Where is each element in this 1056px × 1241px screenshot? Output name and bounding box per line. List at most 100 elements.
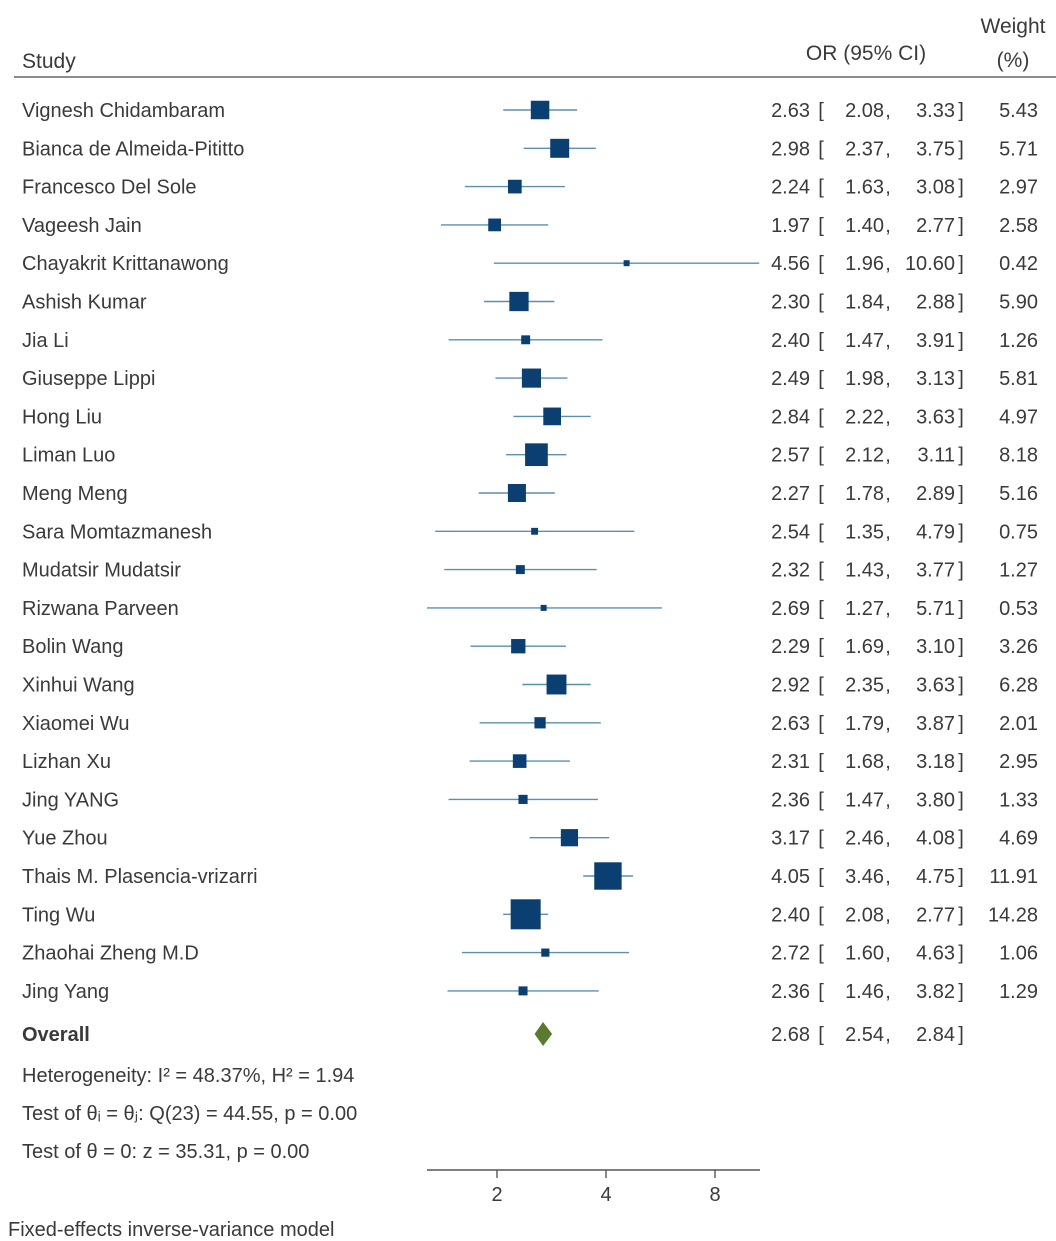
study-name: Giuseppe Lippi <box>22 368 155 390</box>
ci-upper: 3.08 <box>916 177 955 199</box>
ci-open-bracket: [ <box>818 1024 824 1046</box>
study-row: Ashish Kumar 2.30 [1.84, 2.88] 5.90 <box>22 292 1038 314</box>
ci-open-bracket: [ <box>818 177 824 199</box>
or-value: 2.29 <box>771 636 810 658</box>
ci-upper: 4.08 <box>916 828 955 850</box>
weight-value: 1.29 <box>999 981 1038 1003</box>
or-value: 2.54 <box>771 521 810 543</box>
ci-close-bracket: ] <box>958 560 964 582</box>
weight-value: 0.75 <box>999 521 1038 543</box>
study-row: Vageesh Jain 1.97 [1.40, 2.77] 2.58 <box>22 215 1038 237</box>
ci-close-bracket: ] <box>958 100 964 122</box>
study-row: Hong Liu 2.84 [2.22, 3.63] 4.97 <box>22 406 1038 428</box>
effect-marker <box>530 100 550 120</box>
overall-ci-upper: 2.84 <box>916 1024 955 1046</box>
effect-marker <box>507 179 522 194</box>
overall-ci-lower: 2.54 <box>845 1024 884 1046</box>
header-study: Study <box>22 50 76 73</box>
ci-upper: 3.11 <box>918 445 955 467</box>
study-name: Liman Luo <box>22 445 115 467</box>
ci-upper: 3.10 <box>916 636 955 658</box>
ci-comma: , <box>885 598 891 620</box>
effect-marker <box>543 407 561 426</box>
ci-lower: 1.40 <box>845 215 884 237</box>
ci-lower: 1.84 <box>845 292 884 314</box>
ci-close-bracket: ] <box>958 828 964 850</box>
ci-lower: 1.47 <box>845 330 884 352</box>
ci-lower: 1.69 <box>845 636 884 658</box>
weight-value: 11.91 <box>989 866 1038 888</box>
study-row: Bolin Wang 2.29 [1.69, 3.10] 3.26 <box>22 636 1038 658</box>
ci-open-bracket: [ <box>818 904 824 926</box>
or-value: 2.36 <box>771 981 810 1003</box>
ci-comma: , <box>885 177 891 199</box>
effect-marker <box>540 604 547 611</box>
ci-upper: 3.75 <box>916 138 955 160</box>
or-value: 2.92 <box>771 675 810 697</box>
weight-value: 2.01 <box>999 713 1038 735</box>
x-tick-label: 2 <box>491 1184 502 1206</box>
or-value: 2.40 <box>771 330 810 352</box>
ci-open-bracket: [ <box>818 253 824 275</box>
ci-lower: 2.12 <box>845 445 884 467</box>
or-value: 2.69 <box>771 598 810 620</box>
study-row: Meng Meng 2.27 [1.78, 2.89] 5.16 <box>22 483 1038 505</box>
effect-marker <box>531 527 539 535</box>
study-name: Mudatsir Mudatsir <box>22 560 181 582</box>
weight-value: 2.97 <box>999 177 1038 199</box>
ci-lower: 3.46 <box>845 866 884 888</box>
ci-open-bracket: [ <box>818 943 824 965</box>
ci-close-bracket: ] <box>958 866 964 888</box>
overall-row: Overall 2.68 [2.54, 2.84] <box>22 1022 964 1046</box>
ci-close-bracket: ] <box>958 789 964 811</box>
or-value: 2.72 <box>771 943 810 965</box>
ci-comma: , <box>885 215 891 237</box>
study-row: Bianca de Almeida-Pititto 2.98 [2.37, 3.75]… <box>22 138 1038 160</box>
study-row: Sara Momtazmanesh 2.54 [1.35, 4.79] 0.75 <box>22 521 1038 543</box>
weight-value: 0.53 <box>999 598 1038 620</box>
effect-marker <box>512 754 527 768</box>
weight-value: 1.06 <box>999 943 1038 965</box>
ci-open-bracket: [ <box>818 445 824 467</box>
ci-comma: , <box>885 904 891 926</box>
ci-lower: 1.68 <box>845 751 884 773</box>
ci-upper: 3.80 <box>916 789 955 811</box>
study-name: Hong Liu <box>22 406 102 428</box>
ci-open-bracket: [ <box>818 828 824 850</box>
weight-value: 0.42 <box>999 253 1038 275</box>
ci-comma: , <box>885 445 891 467</box>
ci-open-bracket: [ <box>818 751 824 773</box>
effect-marker <box>509 291 529 312</box>
weight-value: 5.71 <box>999 138 1038 160</box>
ci-comma: , <box>885 943 891 965</box>
study-row: Jing YANG 2.36 [1.47, 3.80] 1.33 <box>22 789 1038 811</box>
ci-close-bracket: ] <box>958 215 964 237</box>
test-q-text: Test of θᵢ = θⱼ: Q(23) = 44.55, p = 0.00 <box>22 1103 357 1125</box>
ci-open-bracket: [ <box>818 636 824 658</box>
effect-marker <box>525 443 548 467</box>
ci-open-bracket: [ <box>818 598 824 620</box>
ci-open-bracket: [ <box>818 138 824 160</box>
or-value: 1.97 <box>771 215 810 237</box>
study-row: Yue Zhou 3.17 [2.46, 4.08] 4.69 <box>22 828 1038 850</box>
ci-open-bracket: [ <box>818 292 824 314</box>
ci-comma: , <box>885 751 891 773</box>
ci-close-bracket: ] <box>958 368 964 390</box>
ci-upper: 3.63 <box>916 675 955 697</box>
study-row: Ting Wu 2.40 [2.08, 2.77] 14.28 <box>22 899 1038 930</box>
ci-open-bracket: [ <box>818 866 824 888</box>
ci-lower: 2.22 <box>845 406 884 428</box>
ci-lower: 2.08 <box>845 904 884 926</box>
study-name: Vignesh Chidambaram <box>22 100 225 122</box>
ci-comma: , <box>885 789 891 811</box>
x-axis: 2 4 8 <box>427 1169 760 1206</box>
or-value: 2.49 <box>771 368 810 390</box>
weight-value: 1.26 <box>999 330 1038 352</box>
ci-lower: 1.96 <box>845 253 884 275</box>
study-name: Xiaomei Wu <box>22 713 129 735</box>
or-value: 2.63 <box>771 713 810 735</box>
effect-marker <box>488 218 501 232</box>
ci-comma: , <box>885 292 891 314</box>
ci-open-bracket: [ <box>818 981 824 1003</box>
study-name: Ting Wu <box>22 904 95 926</box>
